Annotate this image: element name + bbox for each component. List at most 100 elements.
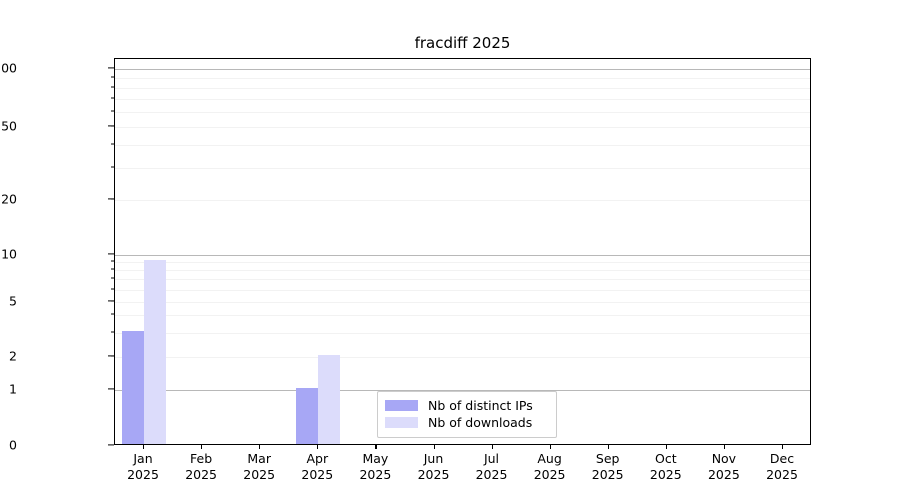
y-tick-label: 100 (0, 60, 17, 76)
legend-item-downloads: Nb of downloads (385, 414, 549, 431)
y-minor-tick-mark (111, 355, 115, 357)
y-tick-mark (108, 253, 114, 255)
x-tick-mark (607, 445, 609, 449)
x-tick-year: 2025 (185, 467, 217, 482)
gridline-minor (115, 98, 810, 100)
y-tick-label: 0 (9, 437, 17, 453)
x-tick-month: Mar (247, 451, 271, 466)
x-tick-label: Sep 2025 (573, 451, 643, 483)
y-minor-tick-mark (111, 110, 115, 112)
y-minor-tick-mark (111, 76, 115, 78)
y-minor-tick-mark (111, 277, 115, 279)
x-tick-label: Jun 2025 (399, 451, 469, 483)
x-tick-mark (143, 445, 145, 449)
gridline-minor (115, 279, 810, 281)
x-tick-year: 2025 (707, 467, 740, 482)
y-minor-tick-mark (111, 198, 115, 200)
gridline-minor (115, 111, 810, 113)
gridline-major (115, 69, 810, 70)
y-minor-tick-mark (111, 288, 115, 290)
x-tick-mark (375, 445, 377, 449)
y-minor-tick-mark (111, 313, 115, 315)
gridline-minor (115, 200, 810, 201)
y-minor-tick-mark (111, 97, 115, 99)
x-tick-label: Mar 2025 (224, 451, 294, 483)
y-tick-mark (108, 444, 114, 446)
y-minor-tick-mark (111, 268, 115, 270)
x-tick-label: May 2025 (340, 451, 410, 483)
y-tick-mark (108, 388, 114, 390)
y-tick-label: 10 (1, 246, 17, 262)
gridline-minor (115, 332, 810, 334)
x-tick-mark (259, 445, 261, 449)
x-tick-label: Oct 2025 (631, 451, 701, 483)
x-tick-year: 2025 (533, 467, 566, 482)
gridline-major (115, 255, 810, 256)
chart-legend: Nb of distinct IPs Nb of downloads (377, 391, 557, 438)
x-tick-mark (723, 445, 726, 449)
bar-downloads (318, 355, 341, 444)
gridline-minor (115, 302, 810, 303)
x-tick-year: 2025 (649, 467, 682, 482)
gridline-major (115, 390, 810, 391)
gridline-minor (115, 289, 810, 291)
legend-item-distinct-ips: Nb of distinct IPs (385, 397, 549, 414)
chart-title: fracdiff 2025 (414, 34, 511, 52)
y-tick-label: 20 (1, 191, 17, 207)
x-tick-mark (549, 445, 551, 449)
x-tick-month: Jul (483, 451, 500, 466)
x-tick-label: Feb 2025 (166, 451, 236, 483)
gridline-minor (115, 87, 810, 89)
legend-label: Nb of distinct IPs (428, 398, 533, 413)
x-tick-year: 2025 (766, 467, 798, 482)
x-tick-year: 2025 (359, 467, 392, 482)
x-tick-month: Feb (190, 451, 213, 466)
x-tick-mark (665, 445, 667, 449)
x-axis: Jan 2025 Feb 2025 Mar 2025 Apr 2025 May 2025 Jun 20… (0, 445, 900, 500)
gridline-minor (115, 144, 810, 146)
x-tick-month: Nov (711, 451, 737, 466)
x-tick-label: Nov 2025 (689, 451, 759, 483)
x-tick-month: Jan (133, 451, 153, 466)
y-minor-tick-mark (111, 86, 115, 88)
x-tick-month: Oct (654, 451, 677, 466)
plot-area (114, 58, 811, 445)
gridline-minor (115, 77, 810, 79)
x-tick-label: Jan 2025 (108, 451, 178, 483)
y-tick-label: 2 (9, 348, 17, 364)
x-tick-mark (782, 445, 784, 449)
x-tick-mark (433, 445, 435, 449)
y-minor-tick-mark (111, 166, 115, 168)
x-tick-mark (317, 445, 319, 449)
y-minor-tick-mark (111, 143, 115, 145)
x-tick-month: Sep (595, 451, 620, 466)
x-tick-mark (201, 445, 203, 449)
bar-distinct-ips (122, 330, 144, 444)
gridline-minor (115, 167, 810, 169)
gridline-minor (115, 127, 810, 128)
x-tick-year: 2025 (301, 467, 334, 482)
y-tick-mark (108, 67, 114, 69)
x-tick-label: Aug 2025 (515, 451, 585, 483)
y-tick-label: 50 (1, 118, 17, 134)
legend-swatch-icon (385, 400, 418, 411)
x-tick-month: Apr (306, 451, 329, 466)
x-tick-month: Jun (423, 451, 444, 466)
y-minor-tick-mark (111, 331, 115, 333)
x-tick-month: May (362, 451, 389, 466)
gridline-minor (115, 315, 810, 317)
y-minor-tick-mark (111, 125, 115, 127)
gridline-minor (115, 270, 810, 272)
x-tick-month: Dec (769, 451, 795, 466)
gridline-minor (115, 357, 810, 358)
x-tick-year: 2025 (127, 467, 159, 482)
y-tick-label: 5 (9, 293, 17, 309)
y-minor-tick-mark (111, 260, 115, 262)
x-tick-label: Apr 2025 (282, 451, 352, 483)
x-tick-year: 2025 (243, 467, 276, 482)
y-axis: 1005020105210 (0, 0, 115, 500)
bar-downloads (144, 260, 166, 444)
y-tick-label: 1 (9, 381, 17, 397)
legend-swatch-icon (385, 417, 418, 428)
